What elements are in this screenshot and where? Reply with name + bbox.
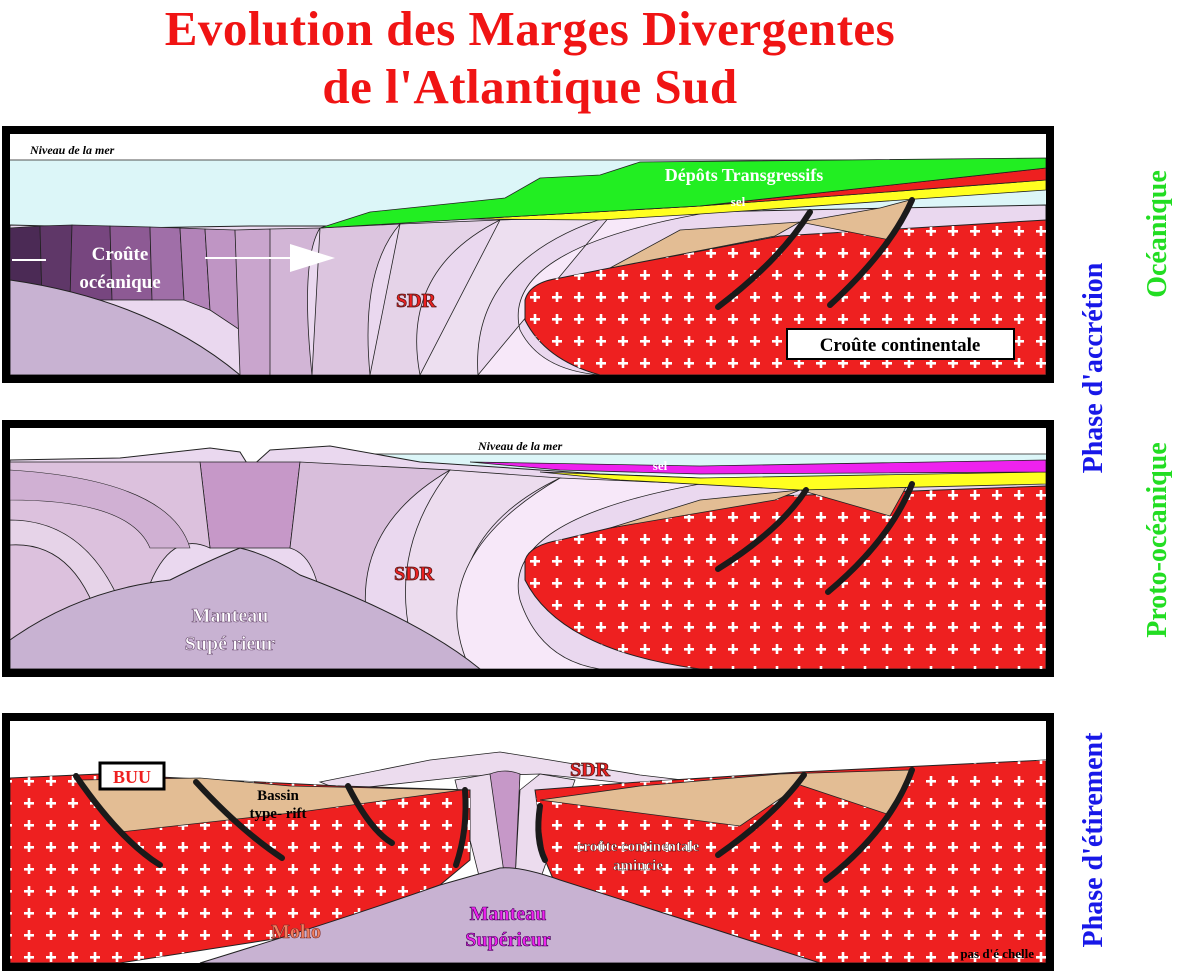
continental-crust-box [786, 328, 1015, 360]
thinned-crust-label-line-2: amincie [613, 858, 663, 874]
mantle-label-line-1: Manteau [192, 605, 269, 627]
buu-label: BUU [113, 767, 151, 787]
panel-1-frame [2, 126, 1054, 383]
title-line-2: de l'Atlantique Sud [322, 59, 738, 114]
salt-layer-2 [469, 459, 1046, 475]
title-line-1: Evolution des Marges Divergentes [164, 1, 896, 56]
rift-basin-label-line-2: type- rift [249, 806, 306, 822]
transgressive-deposits [319, 157, 1046, 229]
sdr-label: SDR [396, 290, 437, 312]
salt-label: sel [731, 194, 746, 209]
mantle-label-3-line-1: Manteau [470, 903, 547, 925]
panel-oceanic-accretion: Niveau de la mer Dépôts Transgressifs se… [2, 126, 1054, 383]
side-label-proto-oceanique: Proto-océanique [1142, 442, 1173, 637]
mantle-label-3-line-2: Supérieur [465, 929, 551, 951]
no-scale-label: pas d'é chelle [960, 946, 1034, 961]
sdr-label-3: SDR [570, 759, 611, 781]
rift-basin-label-line-1: Bassin [257, 788, 299, 804]
transgressive-deposits-label: Dépôts Transgressifs [665, 165, 824, 185]
oceanic-crust-label-line-2: océanique [79, 272, 160, 293]
salt-label-2: sel [653, 458, 668, 473]
sea-level-label: Niveau de la mer [29, 143, 115, 157]
thinned-crust-label-line-1: croûte continentale [577, 839, 700, 855]
side-label-accretion: Phase d'accrétion [1078, 262, 1109, 473]
sdr-label-2: SDR [394, 563, 435, 585]
mantle-label-line-2: Supé rieur [185, 633, 276, 655]
diagram-title: Evolution des Marges Divergentes de l'At… [0, 0, 1060, 116]
panel-proto-oceanic: Niveau de la mer sel SDR Manteau Supé ri… [2, 420, 1054, 677]
moho-label: Moho [271, 921, 321, 943]
side-label-oceanique: Océanique [1142, 170, 1173, 298]
sea-level-label-2: Niveau de la mer [477, 439, 563, 453]
oceanic-crust-label-line-1: Croûte [92, 244, 149, 265]
side-labels: Océanique Phase d'accrétion Proto-océani… [1078, 170, 1173, 947]
continental-crust-label: Croûte continentale [820, 335, 981, 356]
panel-stretching: BUU Bassin type- rift SDR croûte contine… [2, 713, 1054, 971]
side-label-etirement: Phase d'étirement [1078, 732, 1109, 948]
buu-box [98, 761, 166, 791]
